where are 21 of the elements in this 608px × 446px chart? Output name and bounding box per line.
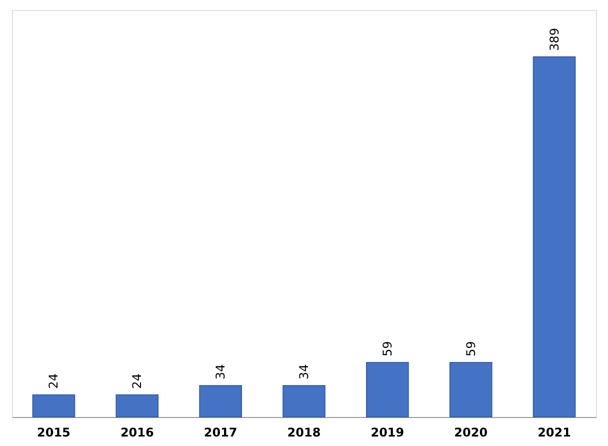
x-tick-label: 2017 [204,426,238,440]
data-label: 59 [380,341,394,356]
bar [449,362,492,418]
data-label: 389 [547,28,562,51]
x-tick-label: 2015 [37,426,70,440]
x-tick-label: 2016 [120,426,154,440]
data-label: 24 [46,373,61,389]
data-label: 24 [130,373,144,389]
x-tick-label: 2018 [287,426,321,440]
bar [32,394,76,418]
bar [366,362,409,418]
x-tick-label: 2019 [370,426,404,440]
x-tick-label: 2020 [454,426,488,440]
bar [282,385,326,418]
bar [532,56,576,418]
bar [116,394,159,418]
x-tick-label: 2021 [538,426,571,440]
data-label: 59 [464,341,478,356]
data-label: 34 [214,364,228,380]
data-label: 34 [297,364,311,380]
bar [199,385,242,418]
